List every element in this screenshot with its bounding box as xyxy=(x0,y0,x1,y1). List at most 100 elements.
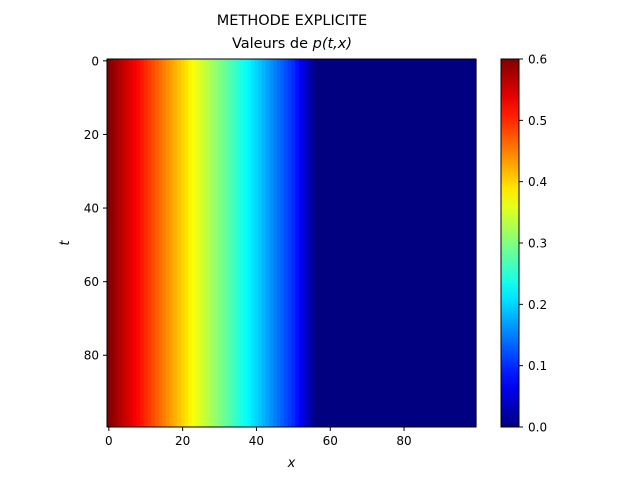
heatmap-column xyxy=(332,59,337,427)
heatmap-column xyxy=(132,59,138,427)
heatmap-column xyxy=(339,59,344,427)
heatmap-column xyxy=(405,59,411,427)
heatmap-column xyxy=(158,59,163,427)
heatmap-column xyxy=(413,59,418,427)
heatmap-column xyxy=(354,59,359,427)
heatmap-column xyxy=(420,59,425,427)
heatmap-column xyxy=(199,59,204,427)
heatmap-column xyxy=(450,59,455,427)
y-axis-ticks: 0 20 40 60 80 xyxy=(84,54,107,363)
heatmap-column xyxy=(118,59,123,427)
heatmap-column xyxy=(335,59,341,427)
heatmap-column xyxy=(265,59,270,427)
x-tick-label: 0 xyxy=(105,434,113,448)
heatmap-column xyxy=(188,59,193,427)
heatmap-column xyxy=(416,59,422,427)
heatmap-column xyxy=(472,59,477,427)
heatmap-column xyxy=(428,59,433,427)
heatmap-column xyxy=(214,59,219,427)
y-tick-label: 60 xyxy=(84,275,99,289)
heatmap-cells xyxy=(107,59,477,427)
x-axis-label: x xyxy=(287,456,296,471)
heatmap-column xyxy=(129,59,134,427)
heatmap-column xyxy=(232,59,237,427)
heatmap-column xyxy=(184,59,189,427)
y-tick-label: 20 xyxy=(84,128,99,142)
heatmap-column xyxy=(435,59,440,427)
colorbar-tick-label: 0.6 xyxy=(528,53,547,67)
heatmap-column xyxy=(210,59,215,427)
heatmap-column xyxy=(372,59,377,427)
heatmap-column xyxy=(250,59,256,427)
heatmap-column xyxy=(147,59,152,427)
heatmap-column xyxy=(309,59,315,427)
heatmap-column xyxy=(302,59,307,427)
x-tick-label: 80 xyxy=(396,434,411,448)
heatmap-column xyxy=(350,59,355,427)
heatmap-column xyxy=(361,59,366,427)
heatmap-column xyxy=(446,59,451,427)
heatmap-column xyxy=(269,59,274,427)
heatmap-column xyxy=(439,59,444,427)
colorbar-tick-label: 0.1 xyxy=(528,359,547,373)
heatmap-column xyxy=(376,59,381,427)
heatmap-column xyxy=(295,59,300,427)
colorbar-tick-label: 0.4 xyxy=(528,175,547,189)
heatmap-column xyxy=(468,59,473,427)
heatmap-column xyxy=(313,59,318,427)
heatmap-column xyxy=(346,59,352,427)
y-tick-label: 40 xyxy=(84,202,99,216)
x-tick-label: 20 xyxy=(175,434,190,448)
heatmap-column xyxy=(457,59,462,427)
chart-subtitle-math: p(t,x) xyxy=(312,36,352,52)
heatmap-column xyxy=(180,59,186,427)
x-tick-label: 40 xyxy=(249,434,264,448)
heatmap-column xyxy=(431,59,437,427)
heatmap-column xyxy=(239,59,245,427)
heatmap-column xyxy=(143,59,149,427)
colorbar-tick-label: 0.0 xyxy=(528,421,547,435)
heatmap-column xyxy=(402,59,407,427)
heatmap-column xyxy=(236,59,241,427)
heatmap-column xyxy=(328,59,333,427)
heatmap-column xyxy=(409,59,414,427)
heatmap-column xyxy=(202,59,208,427)
heatmap-column xyxy=(136,59,141,427)
heatmap-column xyxy=(357,59,363,427)
heatmap-column xyxy=(461,59,466,427)
heatmap-column xyxy=(225,59,230,427)
heatmap-column xyxy=(387,59,392,427)
heatmap-column xyxy=(166,59,171,427)
plot-frame xyxy=(106,58,477,428)
x-tick-label: 60 xyxy=(323,434,338,448)
heatmap-column xyxy=(365,59,370,427)
heatmap-column xyxy=(453,59,459,427)
heatmap-column xyxy=(394,59,400,427)
heatmap-column xyxy=(173,59,178,427)
heatmap-column xyxy=(169,59,175,427)
heatmap-column xyxy=(221,59,226,427)
heatmap-column xyxy=(110,59,115,427)
colorbar-ticks: 0.0 0.1 0.2 0.3 0.4 0.5 0.6 xyxy=(519,53,547,435)
heatmap-column xyxy=(464,59,470,427)
heatmap-column xyxy=(114,59,119,427)
heatmap-column xyxy=(324,59,329,427)
heatmap-column xyxy=(191,59,197,427)
heatmap-column xyxy=(287,59,293,427)
heatmap-column xyxy=(306,59,311,427)
colorbar xyxy=(500,58,520,428)
chart-subtitle-prefix: Valeurs de xyxy=(232,36,313,52)
heatmap-column xyxy=(195,59,200,427)
colorbar-tick-label: 0.5 xyxy=(528,114,547,128)
heatmap-column xyxy=(247,59,252,427)
y-tick-label: 0 xyxy=(91,54,99,68)
heatmap-column xyxy=(343,59,348,427)
heatmap-column xyxy=(380,59,385,427)
heatmap-column xyxy=(162,59,167,427)
heatmap-column xyxy=(254,59,259,427)
heatmap-column xyxy=(442,59,448,427)
heatmap-column xyxy=(317,59,322,427)
heatmap-column xyxy=(391,59,396,427)
heatmap-column xyxy=(177,59,182,427)
y-tick-label: 80 xyxy=(84,349,99,363)
